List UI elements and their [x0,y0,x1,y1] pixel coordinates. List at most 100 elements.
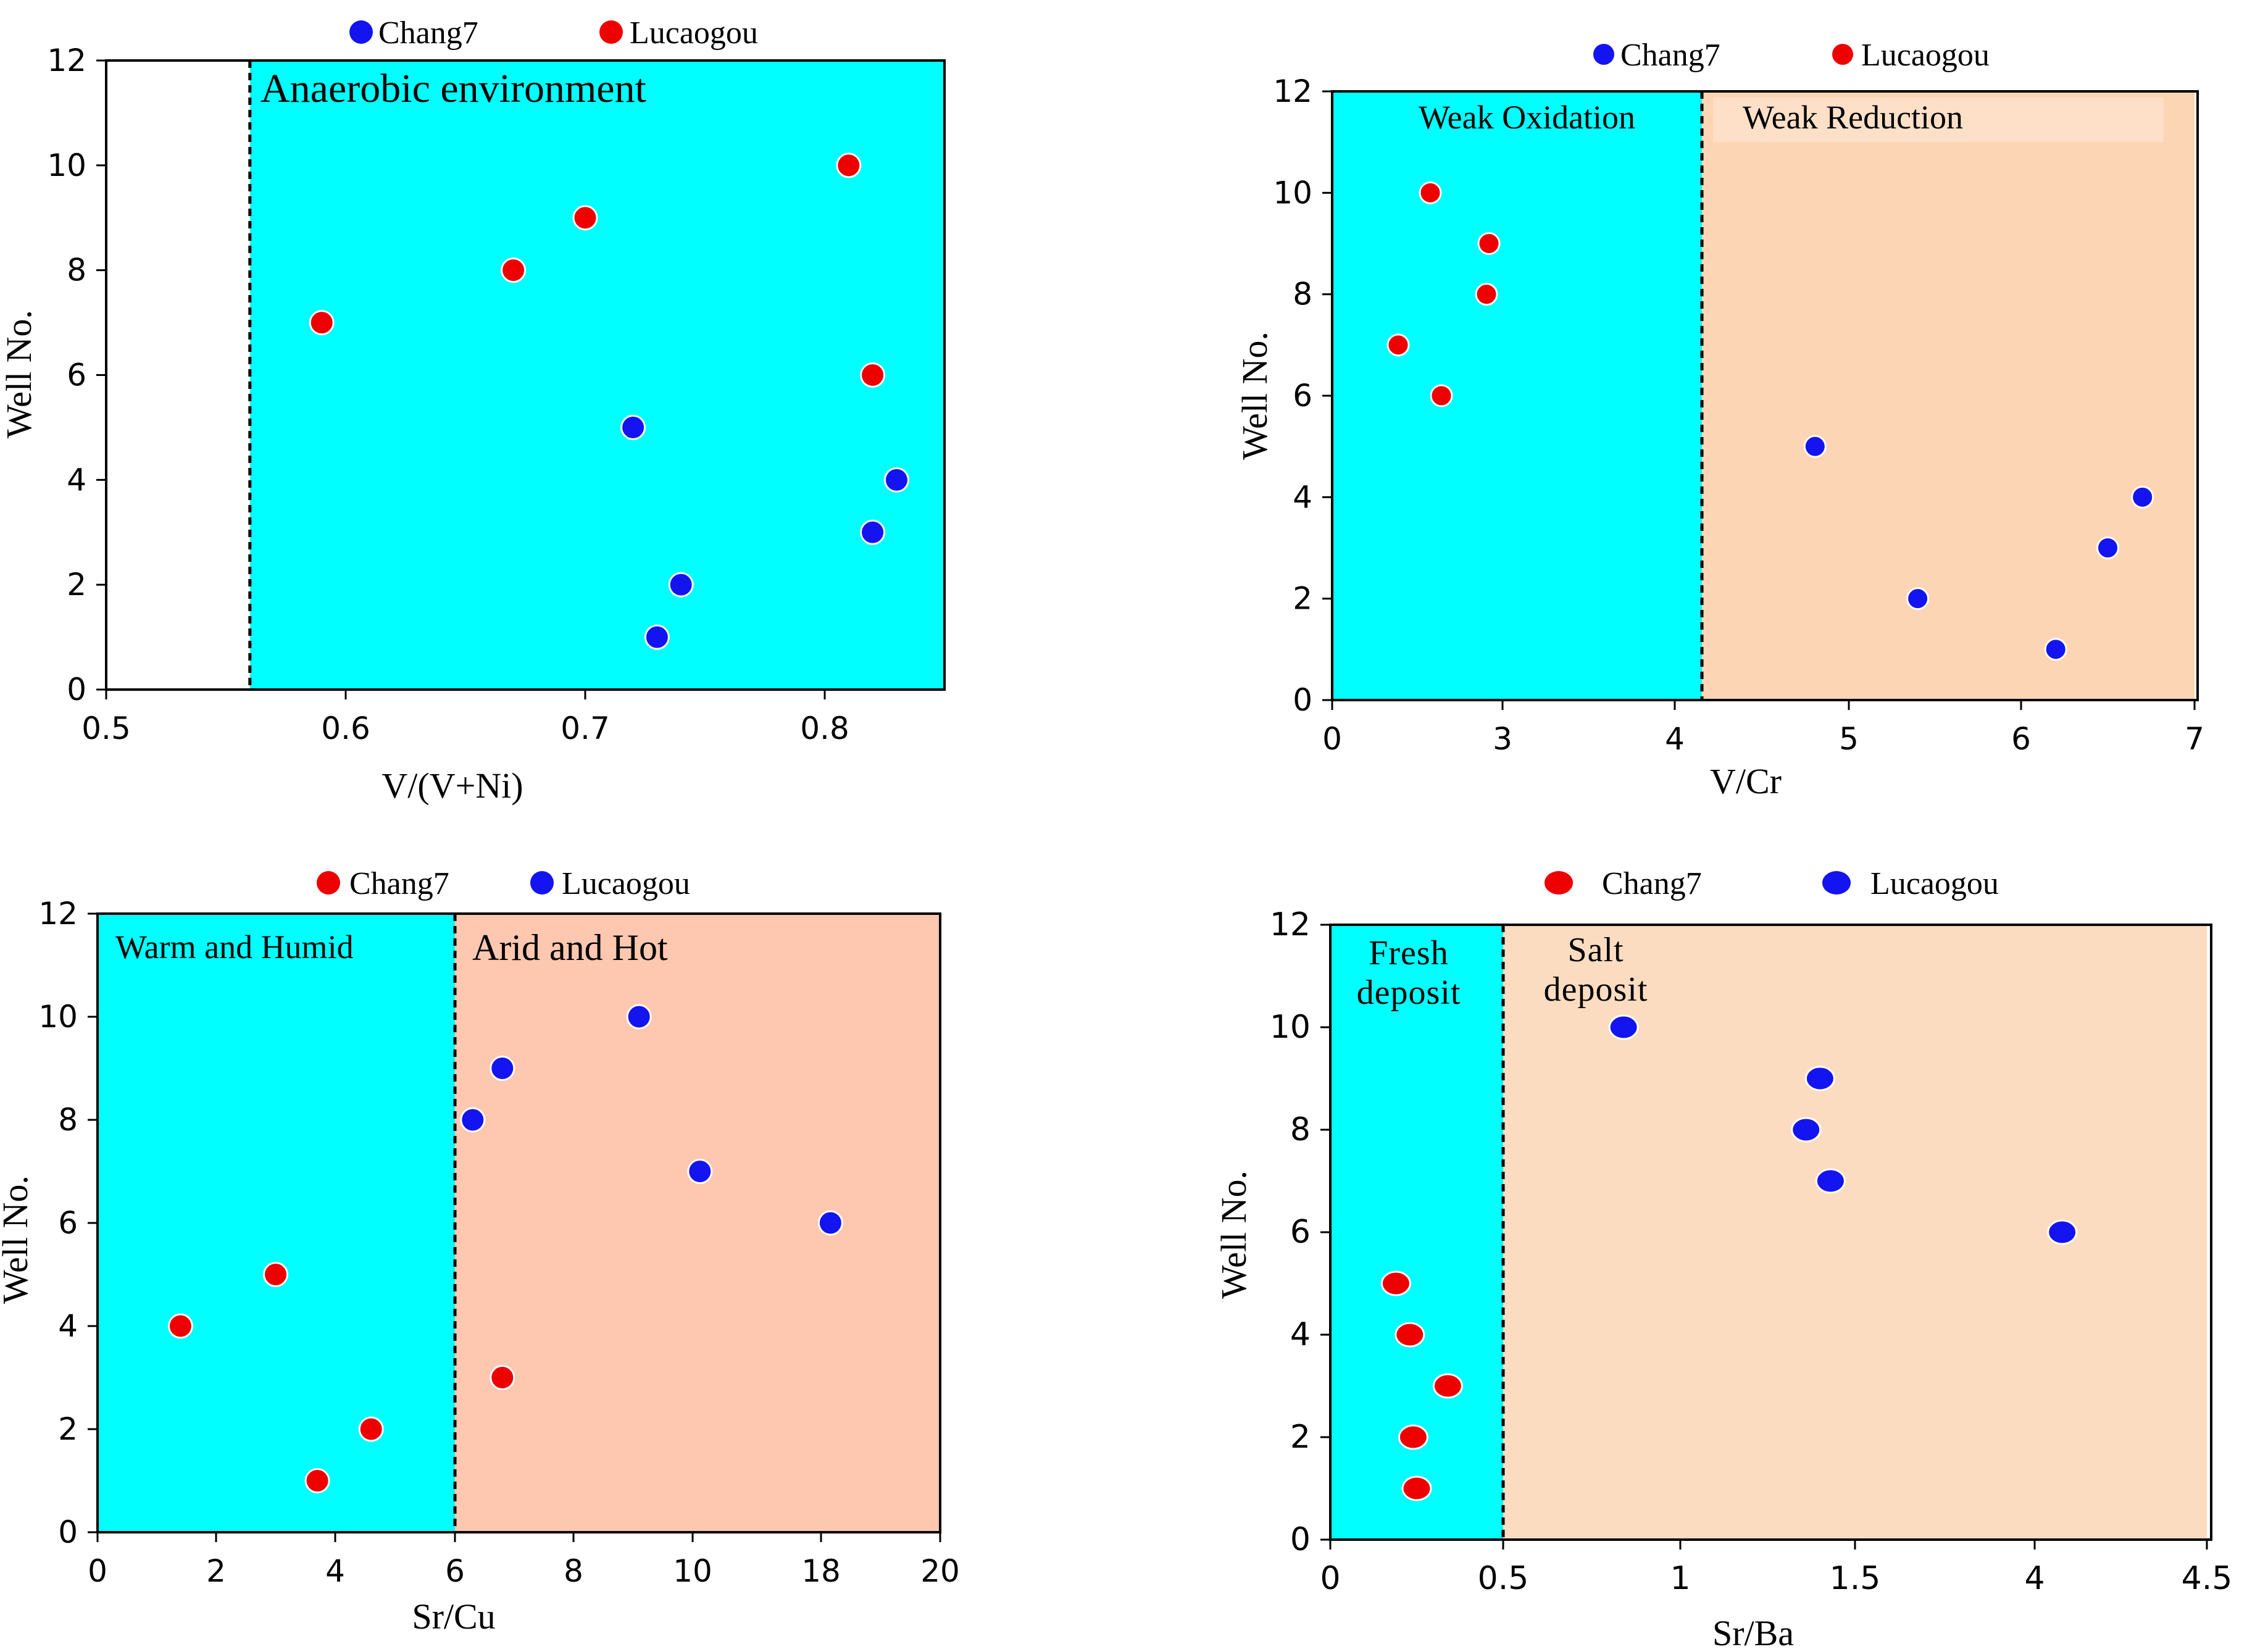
y-tick-label: 0 [58,1514,78,1550]
data-point-chang7 [304,1468,330,1493]
data-point-chang7 [1380,1270,1411,1296]
legend-marker-lucaogou [530,871,554,895]
data-point-lucaogou [860,362,886,388]
x-tick-label: 0.5 [81,711,131,746]
x-tick-label: 6 [2011,721,2031,757]
data-point-lucaogou [817,1210,843,1236]
region-2-fill [249,60,944,690]
data-point-lucaogou [1477,232,1501,255]
region-label-2-line-1: Salt [1567,931,1624,969]
y-tick-label: 10 [1273,175,1312,211]
data-point-chang7 [1803,435,1827,458]
region-2-fill [1702,91,2195,700]
data-point-lucaogou [460,1107,486,1133]
x-tick-label: 20 [920,1553,960,1589]
y-tick-label: 2 [1290,1419,1311,1456]
x-tick-label: 6 [445,1553,465,1589]
data-point-chang7 [1401,1475,1432,1501]
data-point-chang7 [1398,1424,1428,1450]
legend-marker-chang7 [1593,44,1614,65]
y-tick-label: 4 [1290,1316,1311,1353]
x-tick-label: 2 [206,1553,226,1589]
chart-panel-3: Warm and Humid Arid and Hot 0 2 4 6 8 10 12 0 2 4 6 8… [0,866,960,1637]
region-label-1-line-1: Fresh [1369,934,1448,972]
x-tick-label: 0 [1320,1560,1340,1597]
data-point-chang7 [2131,485,2154,509]
data-point-lucaogou [1815,1168,1846,1194]
y-tick-label: 12 [1273,73,1312,109]
legend-marker-lucaogou [1832,44,1853,65]
x-axis-label: Sr/Cu [412,1596,495,1637]
data-point-lucaogou [836,152,862,178]
data-point-lucaogou [572,205,598,231]
y-tick-label: 8 [1290,1111,1311,1148]
y-axis-label: Well No. [1235,332,1275,460]
region-1-fill [106,60,250,690]
y-tick-label: 10 [47,148,86,183]
x-tick-label: 0.6 [321,711,370,746]
y-tick-label: 10 [38,999,78,1035]
data-point-chang7 [263,1262,288,1287]
y-tick-label: 2 [58,1411,78,1447]
x-tick-label: 0.7 [561,711,610,746]
x-axis-label: Sr/Ba [1712,1613,1794,1652]
legend-label-chang7: Chang7 [1602,866,1702,901]
y-tick-label: 0 [1293,682,1312,718]
x-tick-label: 4.5 [2182,1560,2233,1597]
y-tick-label: 10 [1270,1009,1311,1046]
y-tick-label: 0 [67,672,86,707]
region-1-fill [1332,91,1702,700]
y-tick-label: 6 [1290,1214,1311,1251]
legend-marker-lucaogou [1822,871,1851,895]
y-tick-label: 4 [1293,479,1312,515]
x-tick-label: 3 [1493,721,1512,757]
legend-label-lucaogou: Lucaogou [630,15,758,51]
region-label-2: Weak Reduction [1743,99,1963,136]
data-point-chang7 [490,1365,515,1390]
data-point-chang7 [358,1416,384,1442]
legend-label-chang7: Chang7 [1620,38,1720,73]
y-tick-label: 6 [67,357,86,393]
y-tick-label: 0 [1290,1521,1311,1558]
data-point-lucaogou [309,310,335,336]
x-tick-label: 10 [673,1553,712,1589]
legend-marker-chang7 [1545,871,1573,895]
data-point-lucaogou [1475,283,1498,306]
y-tick-label: 8 [1293,277,1312,312]
data-point-chang7 [167,1313,193,1339]
legend-marker-chang7 [349,20,373,44]
y-tick-label: 2 [1293,581,1312,617]
region-label-1: Warm and Humid [115,928,354,966]
y-tick-label: 6 [58,1205,78,1241]
x-axis-label: V/(V+Ni) [381,766,523,806]
chart-panel-2: Weak Oxidation Weak Reduction 0 2 4 6 8 10 12 0 3 4… [1235,38,2204,801]
legend-label-lucaogou: Lucaogou [1870,866,1999,901]
x-tick-label: 0.5 [1478,1560,1529,1597]
data-point-chang7 [668,572,694,598]
y-tick-label: 2 [67,567,86,603]
data-point-lucaogou [2047,1219,2078,1245]
y-axis-label: Well No. [0,1175,35,1304]
y-tick-label: 6 [1293,378,1312,414]
chart-panel-1: Anaerobic environment 0 2 4 6 8 10 12 0.5 0.6 0.7 0… [0,15,946,806]
legend-marker-chang7 [317,871,340,895]
data-point-lucaogou [1386,333,1410,357]
region-label-box [1713,98,2164,142]
data-point-chang7 [883,467,909,493]
region-2-fill [455,914,940,1532]
region-label-1: Weak Oxidation [1419,99,1635,136]
data-point-chang7 [2096,536,2119,559]
region-label-2-line-2: deposit [1544,970,1648,1009]
y-tick-label: 12 [1270,906,1311,943]
data-point-lucaogou [501,257,527,283]
data-point-lucaogou [1430,384,1453,407]
y-tick-label: 12 [38,896,78,932]
data-point-chang7 [1394,1322,1425,1348]
region-2-fill [1503,925,2207,1540]
x-tick-label: 1 [1670,1560,1690,1597]
y-tick-label: 12 [47,43,86,78]
legend-label-chang7: Chang7 [378,15,478,51]
data-point-chang7 [1906,587,1930,611]
